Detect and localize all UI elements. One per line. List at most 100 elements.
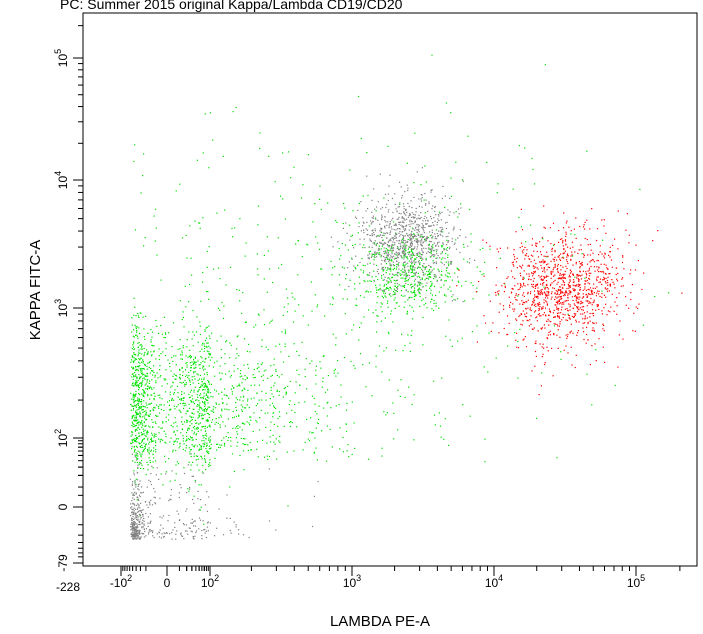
data-point <box>411 234 413 236</box>
data-point <box>146 381 148 383</box>
data-point <box>426 270 428 272</box>
data-point <box>142 428 144 430</box>
data-point <box>224 445 226 447</box>
data-point <box>404 235 406 237</box>
data-point <box>567 255 569 257</box>
data-point <box>141 492 143 494</box>
data-point <box>298 354 300 356</box>
data-point <box>497 293 499 295</box>
data-point <box>524 336 526 338</box>
data-point <box>597 290 599 292</box>
data-point <box>200 456 203 458</box>
data-point <box>345 333 347 335</box>
data-point <box>380 256 382 258</box>
data-point <box>242 292 244 294</box>
data-point <box>494 292 497 294</box>
data-point <box>154 376 156 378</box>
data-point <box>638 303 640 305</box>
data-point <box>147 431 149 433</box>
data-point <box>604 253 606 255</box>
data-point <box>142 513 144 516</box>
data-point <box>422 266 424 268</box>
data-point <box>532 301 534 303</box>
data-point <box>409 213 411 215</box>
data-point <box>519 286 521 288</box>
data-point <box>159 397 161 399</box>
data-point <box>195 331 198 333</box>
data-point <box>184 530 187 532</box>
data-point <box>340 384 342 386</box>
data-point <box>187 428 189 430</box>
data-point <box>383 269 385 271</box>
data-point <box>199 321 201 323</box>
data-point <box>269 441 272 443</box>
data-point <box>133 470 135 472</box>
data-point <box>518 145 520 147</box>
data-point <box>417 253 419 255</box>
data-point <box>569 280 571 282</box>
data-point <box>137 536 139 538</box>
data-point <box>411 256 413 258</box>
data-point <box>554 279 556 281</box>
data-point <box>141 346 143 348</box>
data-point <box>541 372 543 374</box>
data-point <box>383 260 385 262</box>
data-point <box>205 469 207 471</box>
data-point <box>173 441 175 443</box>
data-point <box>159 439 161 441</box>
data-point <box>219 426 221 428</box>
data-point <box>133 451 135 453</box>
data-point <box>224 425 226 427</box>
data-point <box>535 305 537 307</box>
data-point <box>407 216 410 218</box>
data-point <box>137 455 139 457</box>
data-point <box>246 350 248 352</box>
data-point <box>138 504 140 506</box>
data-point <box>609 285 611 287</box>
data-point <box>194 367 196 369</box>
data-point <box>398 305 400 307</box>
data-point <box>149 413 151 415</box>
data-point <box>518 216 520 219</box>
data-point <box>208 425 210 427</box>
data-point <box>140 368 143 370</box>
data-point <box>531 328 533 330</box>
data-point <box>209 338 211 340</box>
data-point <box>569 332 571 334</box>
data-point <box>389 293 391 295</box>
data-point <box>614 384 616 387</box>
data-point <box>408 297 410 299</box>
data-point <box>256 367 258 369</box>
data-point <box>681 292 683 294</box>
data-point <box>241 429 243 431</box>
data-point <box>422 241 425 243</box>
data-point <box>175 473 177 475</box>
data-point <box>602 346 604 348</box>
data-point <box>575 261 577 263</box>
data-point <box>402 248 404 250</box>
data-point <box>133 385 135 387</box>
data-point <box>446 249 448 251</box>
data-point <box>386 250 388 252</box>
data-point <box>573 313 575 315</box>
data-point <box>395 235 397 237</box>
data-point <box>191 361 193 363</box>
data-point <box>189 225 191 227</box>
data-point <box>425 223 427 225</box>
data-point <box>422 270 424 272</box>
data-point <box>173 431 175 433</box>
data-point <box>388 227 390 229</box>
data-point <box>202 397 204 400</box>
data-point <box>221 444 223 446</box>
data-point <box>315 447 317 449</box>
data-point <box>424 279 426 281</box>
data-point <box>425 257 427 260</box>
data-point <box>503 282 505 284</box>
data-point <box>383 285 385 287</box>
data-point <box>169 533 171 535</box>
data-point <box>134 383 136 385</box>
data-point <box>205 337 208 339</box>
data-point <box>546 301 548 303</box>
data-point <box>278 411 280 413</box>
data-point <box>206 450 208 452</box>
